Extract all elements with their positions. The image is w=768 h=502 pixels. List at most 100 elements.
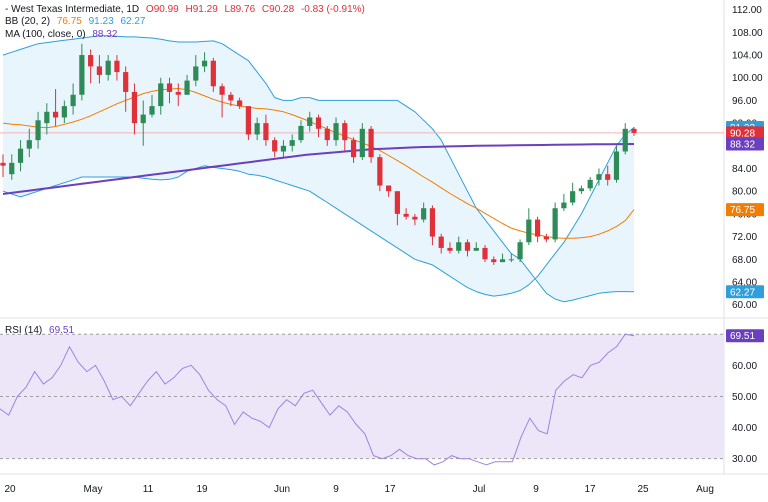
time-tick-label: 20 [4,484,16,495]
candle-body [350,140,357,158]
candle-body [631,128,637,133]
candle-body [61,106,67,118]
candle-body [543,236,549,240]
candle-body [508,259,514,261]
bb-label: BB (20, 2) [5,16,51,27]
candle-body [175,91,181,95]
symbol-title: - West Texas Intermediate, 1D [5,4,140,15]
candle-body [254,123,260,135]
candle-body [149,106,155,115]
candle-body [482,247,488,260]
candle-body [368,128,374,158]
low-value: L89.76 [224,4,256,15]
candle-body [324,128,330,141]
candle-body [561,202,567,209]
candle-body [9,162,15,175]
candle-body [421,208,427,220]
symbol-legend[interactable]: - West Texas Intermediate, 1D O90.99 H91… [5,4,369,16]
rsi-badge-label: 69.51 [730,331,755,342]
bb-lower-line [2,127,635,297]
ma-label: MA (100, close, 0) [5,29,86,40]
candle-body [596,174,602,180]
price-tick-label: 84.00 [732,164,757,175]
bollinger-band-fill [3,35,634,302]
rsi-tick-label: 50.00 [732,392,757,403]
candle-body [342,123,348,141]
candle-body [438,236,444,248]
candle-body [578,188,585,192]
candle-body [359,128,365,158]
ma100-line [2,143,635,195]
open-value: O90.99 [145,4,179,15]
candle-body [315,117,322,129]
candle-body [499,259,506,263]
candle-body [52,111,59,118]
candle-body [534,219,541,237]
candle-body [272,140,278,152]
price-badge-label: 62.27 [730,287,755,298]
time-tick-label: Aug [696,484,714,495]
candle-body [473,247,479,251]
rsi-pane [0,333,724,466]
price-tick-label: 80.00 [732,187,757,198]
candle-body [140,114,146,124]
bb-lower-value: 62.27 [120,16,146,27]
candle-body [491,259,497,263]
candle-body [570,191,576,203]
candle-body [263,123,269,141]
bb-legend[interactable]: BB (20, 2) 76.75 91.23 62.27 [5,16,149,28]
price-badge [726,137,764,151]
candle-body [456,242,462,251]
candle-body [307,117,313,126]
rsi-line [0,333,635,466]
rsi-badge [726,329,764,343]
price-tick-label: 96.00 [732,96,757,107]
time-tick-label: 17 [384,484,396,495]
time-tick-label: 25 [637,484,649,495]
candle-body [613,151,620,180]
candle-body [26,140,32,149]
candle-body [517,242,523,260]
candle-body [193,66,199,81]
time-tick-label: Jul [473,484,486,495]
change-value: -0.83 (-0.91%) [300,4,365,15]
candle-body [123,72,129,92]
price-badge [726,285,764,299]
candle-body [219,86,225,95]
price-badge [726,126,764,140]
candle-body [184,80,190,95]
candle-body [622,128,628,152]
ma-legend[interactable]: MA (100, close, 0) 88.32 [5,29,121,41]
candle-body [587,179,593,189]
candle-body [96,66,103,75]
bb-basis-value: 76.75 [56,16,82,27]
rsi-label: RSI (14) [5,325,43,336]
time-tick-label: 19 [196,484,208,495]
price-axis[interactable]: 112.00108.00104.00100.0096.0092.0088.008… [732,5,763,465]
candle-body [245,106,251,135]
price-tick-label: 100.00 [732,73,763,84]
ma-value: 88.32 [92,29,118,40]
candle-body [0,162,6,166]
price-tick-label: 108.00 [732,28,763,39]
candle-body [464,242,471,251]
candle-body [280,145,287,152]
rsi-legend[interactable]: RSI (14) 69.51 [5,325,78,337]
candle-body [228,94,234,101]
candle-body [447,247,453,251]
candle-body [394,191,400,214]
candle-body [79,55,85,95]
candle-body [333,123,339,141]
price-tick-label: 68.00 [732,255,757,266]
candle-body [105,60,111,75]
time-axis[interactable]: 20 May 11 19 Jun 9 17 Jul 9 17 25 Aug [4,484,713,495]
candle-body [88,55,94,67]
price-tick-label: 72.00 [732,232,757,243]
bb-upper-value: 91.23 [88,16,114,27]
candle-body [289,140,295,146]
candle-body [552,208,558,240]
candle-body [158,83,164,107]
candle-body [17,148,24,163]
